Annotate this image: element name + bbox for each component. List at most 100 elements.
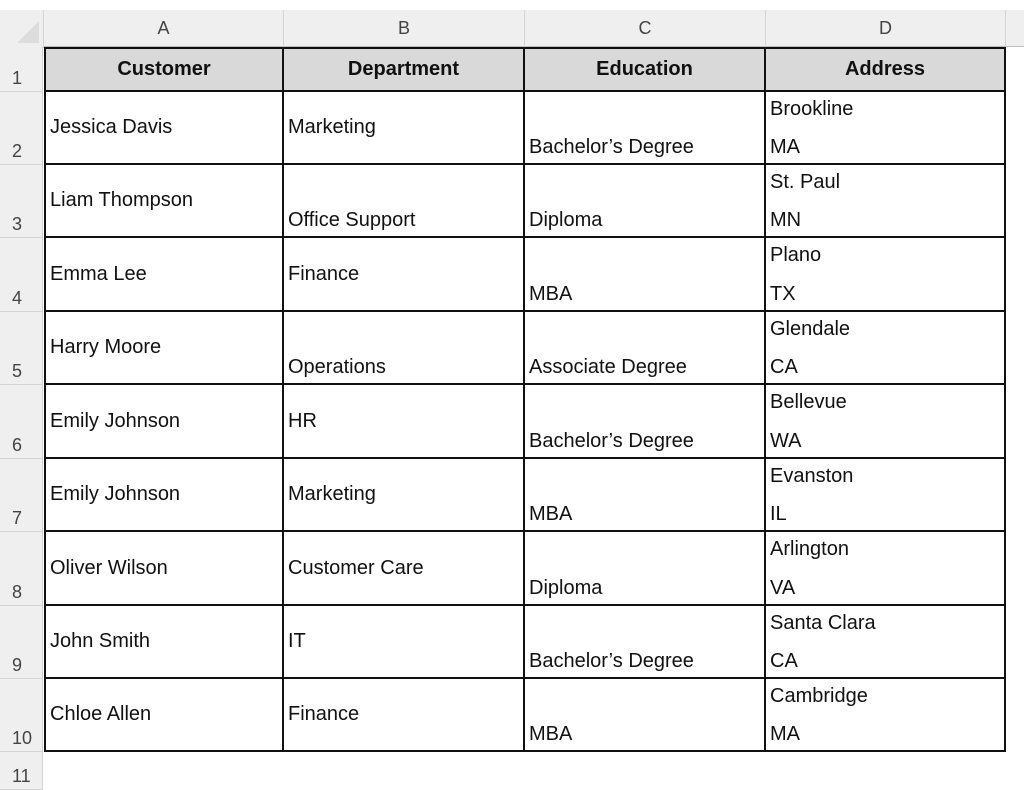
header-cell-address[interactable]: Address	[766, 47, 1006, 92]
department-cell[interactable]: Marketing	[284, 92, 525, 165]
state-value: MN	[770, 209, 802, 231]
customer-cell[interactable]: Emma Lee	[44, 238, 284, 312]
department-cell[interactable]: HR	[284, 385, 525, 459]
education-cell[interactable]: Bachelor’s Degree	[525, 606, 766, 679]
department-value: Finance	[288, 262, 360, 285]
row-number: 9	[12, 655, 23, 675]
city-value: Arlington	[770, 538, 849, 560]
address-cell[interactable]: Santa Clara CA	[766, 606, 1006, 679]
city-value: Cambridge	[770, 685, 868, 707]
row-number: 10	[12, 728, 33, 748]
department-cell[interactable]: Finance	[284, 238, 525, 312]
customer-value: Liam Thompson	[50, 189, 194, 211]
customer-cell[interactable]: Chloe Allen	[44, 679, 284, 752]
education-cell[interactable]: Diploma	[525, 165, 766, 238]
state-value: TX	[770, 283, 796, 305]
education-value: MBA	[529, 723, 573, 745]
column-header-B[interactable]: B	[284, 10, 525, 47]
row-header-7[interactable]: 7	[0, 459, 43, 532]
department-value: IT	[288, 630, 306, 652]
education-cell[interactable]: Bachelor’s Degree	[525, 385, 766, 459]
department-cell[interactable]: Customer Care	[284, 532, 525, 606]
education-value: Associate Degree	[529, 356, 687, 378]
customer-cell[interactable]: Emily Johnson	[44, 459, 284, 532]
department-cell[interactable]: Finance	[284, 679, 525, 752]
city-value: Plano	[770, 244, 822, 266]
department-cell[interactable]: IT	[284, 606, 525, 679]
state-value: IL	[770, 503, 787, 525]
row-header-2[interactable]: 2	[0, 92, 43, 165]
row-header-4[interactable]: 4	[0, 238, 43, 312]
address-cell[interactable]: Cambridge MA	[766, 679, 1006, 752]
education-cell[interactable]: Diploma	[525, 532, 766, 606]
header-label: Department	[347, 58, 460, 80]
department-cell[interactable]: Marketing	[284, 459, 525, 532]
header-label: Customer	[117, 58, 211, 80]
column-header-empty	[1006, 10, 1024, 47]
header-cell-customer[interactable]: Customer	[44, 47, 284, 92]
row-header-9[interactable]: 9	[0, 606, 43, 679]
city-value: Glendale	[770, 318, 851, 340]
column-header-C[interactable]: C	[525, 10, 766, 47]
row-number: 2	[12, 141, 23, 161]
customer-cell[interactable]: Emily Johnson	[44, 385, 284, 459]
city-value: Brookline	[770, 98, 854, 120]
education-value: Bachelor’s Degree	[529, 650, 694, 672]
column-header-A[interactable]: A	[44, 10, 284, 47]
row-header-3[interactable]: 3	[0, 165, 43, 238]
education-cell[interactable]: MBA	[525, 459, 766, 532]
city-value: Bellevue	[770, 391, 847, 413]
header-label: Address	[844, 58, 926, 80]
address-cell[interactable]: St. Paul MN	[766, 165, 1006, 238]
education-cell[interactable]: MBA	[525, 238, 766, 312]
address-cell[interactable]: Glendale CA	[766, 312, 1006, 385]
education-cell[interactable]: Associate Degree	[525, 312, 766, 385]
row-header-8[interactable]: 8	[0, 532, 43, 606]
state-value: MA	[770, 723, 800, 745]
department-value: HR	[288, 409, 317, 432]
education-cell[interactable]: MBA	[525, 679, 766, 752]
customer-value: Emily Johnson	[50, 483, 181, 505]
department-cell[interactable]: Office Support	[284, 165, 525, 238]
customer-value: Emily Johnson	[50, 409, 181, 432]
city-value: St. Paul	[770, 171, 841, 193]
department-value: Finance	[288, 703, 360, 725]
city-value: Santa Clara	[770, 612, 876, 634]
customer-cell[interactable]: Jessica Davis	[44, 92, 284, 165]
education-value: Diploma	[529, 577, 603, 599]
select-all-button[interactable]	[0, 10, 44, 48]
education-cell[interactable]: Bachelor’s Degree	[525, 92, 766, 165]
address-cell[interactable]: Bellevue WA	[766, 385, 1006, 459]
address-cell[interactable]: Plano TX	[766, 238, 1006, 312]
row-number: 4	[12, 288, 23, 308]
column-letter: B	[397, 18, 410, 38]
row-header-11[interactable]: 11	[0, 752, 43, 790]
column-letter: D	[879, 18, 892, 38]
row-number: 11	[12, 766, 31, 786]
row-header-10[interactable]: 10	[0, 679, 43, 752]
customer-value: Chloe Allen	[50, 703, 152, 725]
address-cell[interactable]: Evanston IL	[766, 459, 1006, 532]
address-cell[interactable]: Arlington VA	[766, 532, 1006, 606]
address-cell[interactable]: Brookline MA	[766, 92, 1006, 165]
column-header-D[interactable]: D	[766, 10, 1006, 47]
customer-value: Harry Moore	[50, 336, 162, 358]
row-number: 6	[12, 435, 23, 455]
header-cell-department[interactable]: Department	[284, 47, 525, 92]
department-value: Office Support	[288, 209, 416, 231]
customer-cell[interactable]: Liam Thompson	[44, 165, 284, 238]
education-value: Bachelor’s Degree	[529, 136, 694, 158]
city-value: Evanston	[770, 465, 854, 487]
row-header-1[interactable]: 1	[0, 47, 43, 92]
row-number: 7	[12, 508, 23, 528]
state-value: VA	[770, 577, 796, 599]
department-value: Customer Care	[288, 556, 424, 579]
customer-cell[interactable]: John Smith	[44, 606, 284, 679]
row-header-6[interactable]: 6	[0, 385, 43, 459]
customer-cell[interactable]: Oliver Wilson	[44, 532, 284, 606]
header-cell-education[interactable]: Education	[525, 47, 766, 92]
department-value: Marketing	[288, 116, 376, 138]
customer-cell[interactable]: Harry Moore	[44, 312, 284, 385]
row-header-5[interactable]: 5	[0, 312, 43, 385]
department-cell[interactable]: Operations	[284, 312, 525, 385]
